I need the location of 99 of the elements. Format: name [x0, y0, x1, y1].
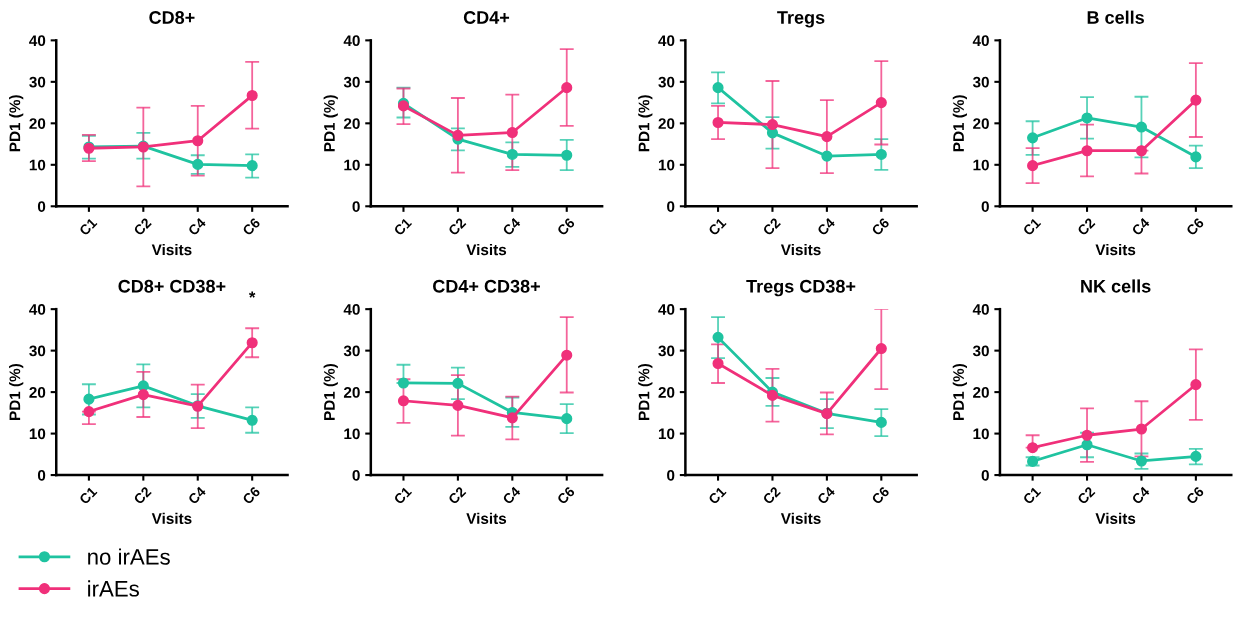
- y-tick-label: 0: [981, 201, 989, 212]
- y-tick-label: 40: [972, 35, 989, 47]
- y-tick-label: 40: [972, 304, 989, 315]
- x-tick-label: C4: [1131, 217, 1151, 237]
- x-tick-label: C4: [187, 217, 207, 237]
- x-axis-title: Visits: [151, 243, 192, 256]
- x-tick-label: C2: [762, 217, 781, 237]
- y-tick-label: 20: [343, 118, 360, 130]
- y-axis-title: PD1 (%): [9, 95, 24, 152]
- x-tick-label: C6: [871, 217, 890, 237]
- x-tick-label: C1: [393, 217, 413, 237]
- y-tick-label: 10: [973, 159, 989, 171]
- y-tick-label: 10: [658, 159, 675, 171]
- y-tick-label: 10: [29, 159, 46, 171]
- chart-title: Tregs CD38+: [746, 279, 856, 297]
- y-axis-title: PD1 (%): [9, 364, 24, 420]
- x-axis-title: Visits: [151, 512, 192, 524]
- chart-title: NK cells: [1081, 279, 1151, 293]
- x-tick-label: C6: [241, 486, 261, 505]
- y-tick-label: 10: [344, 428, 360, 440]
- y-tick-label: 0: [981, 469, 989, 481]
- y-tick-label: 30: [972, 76, 989, 88]
- y-tick-label: 10: [344, 159, 360, 171]
- y-tick-label: 40: [29, 304, 46, 315]
- chart-title: B cells: [1087, 10, 1144, 24]
- chart-title: CD4+ CD38+: [433, 279, 540, 293]
- x-tick-label: C6: [1185, 486, 1205, 505]
- x-tick-label: C6: [241, 217, 261, 237]
- y-tick-label: 20: [973, 386, 989, 398]
- x-tick-label: C1: [1022, 486, 1042, 505]
- y-tick-label: 40: [343, 35, 360, 47]
- y-axis-title: PD1 (%): [323, 364, 338, 420]
- x-tick-label: C1: [78, 486, 98, 505]
- x-tick-label: C4: [1131, 485, 1151, 505]
- x-tick-label: C6: [1185, 217, 1205, 237]
- y-tick-label: 0: [667, 469, 675, 481]
- y-axis-title: PD1 (%): [638, 364, 653, 420]
- y-tick-label: 30: [972, 345, 989, 357]
- y-tick-label: 30: [658, 345, 675, 357]
- x-tick-label: C2: [133, 217, 152, 237]
- x-axis-title: Visits: [466, 243, 507, 256]
- y-tick-label: 20: [658, 118, 675, 130]
- y-tick-label: 30: [343, 345, 360, 357]
- x-axis-title: Visits: [780, 512, 821, 524]
- x-tick-label: C6: [871, 486, 890, 505]
- y-tick-label: 40: [29, 35, 46, 47]
- x-tick-label: C1: [707, 486, 727, 505]
- y-tick-label: 20: [29, 118, 46, 130]
- y-tick-label: 30: [29, 345, 46, 357]
- legend-label: irAEs: [88, 580, 139, 597]
- y-tick-label: 10: [29, 428, 46, 440]
- y-axis-title: PD1 (%): [952, 364, 967, 420]
- x-tick-label: C2: [447, 486, 467, 505]
- x-tick-label: C4: [502, 485, 522, 505]
- x-tick-label: C4: [816, 217, 836, 237]
- chart-title: CD8+: [149, 11, 195, 24]
- y-axis-title: PD1 (%): [323, 95, 338, 152]
- x-tick-label: C2: [1076, 217, 1096, 237]
- y-tick-label: 20: [973, 118, 989, 130]
- y-tick-label: 0: [667, 201, 675, 212]
- x-axis-title: Visits: [1095, 243, 1136, 256]
- y-tick-label: 30: [29, 76, 46, 88]
- text: *: [248, 291, 256, 298]
- x-tick-label: C2: [133, 486, 152, 505]
- x-tick-label: C2: [1076, 486, 1096, 505]
- y-tick-label: 0: [352, 201, 360, 212]
- x-tick-label: C2: [762, 486, 781, 505]
- x-tick-label: C6: [556, 217, 576, 237]
- x-axis-title: Visits: [780, 243, 821, 256]
- y-axis-title: PD1 (%): [638, 95, 653, 152]
- x-tick-label: C4: [816, 485, 836, 505]
- y-tick-label: 30: [658, 76, 675, 88]
- x-tick-label: C1: [707, 217, 727, 237]
- y-tick-label: 0: [37, 201, 46, 212]
- x-axis-title: Visits: [1095, 512, 1136, 524]
- chart-title: CD8+ CD38+: [118, 279, 226, 293]
- y-tick-label: 0: [352, 469, 360, 481]
- y-tick-label: 40: [658, 304, 675, 315]
- y-tick-label: 20: [658, 386, 675, 398]
- y-tick-label: 20: [29, 386, 46, 398]
- y-tick-label: 10: [658, 428, 675, 440]
- x-tick-label: C1: [1022, 217, 1042, 237]
- x-tick-label: C2: [447, 217, 467, 237]
- x-tick-label: C4: [502, 217, 522, 237]
- y-tick-label: 20: [343, 386, 360, 398]
- x-tick-label: C4: [187, 485, 207, 505]
- x-tick-label: C1: [78, 217, 98, 237]
- x-tick-label: C1: [393, 486, 413, 505]
- y-tick-label: 40: [343, 304, 360, 315]
- y-tick-label: 0: [37, 469, 46, 481]
- y-tick-label: 10: [973, 428, 989, 440]
- x-tick-label: C6: [556, 486, 576, 505]
- y-axis-title: PD1 (%): [952, 95, 967, 152]
- legend-label: no irAEs: [88, 548, 170, 565]
- chart-title: CD4+: [463, 11, 510, 24]
- chart-title: Tregs: [777, 11, 825, 28]
- x-axis-title: Visits: [466, 512, 507, 524]
- y-tick-label: 30: [343, 76, 360, 88]
- y-tick-label: 40: [658, 35, 675, 47]
